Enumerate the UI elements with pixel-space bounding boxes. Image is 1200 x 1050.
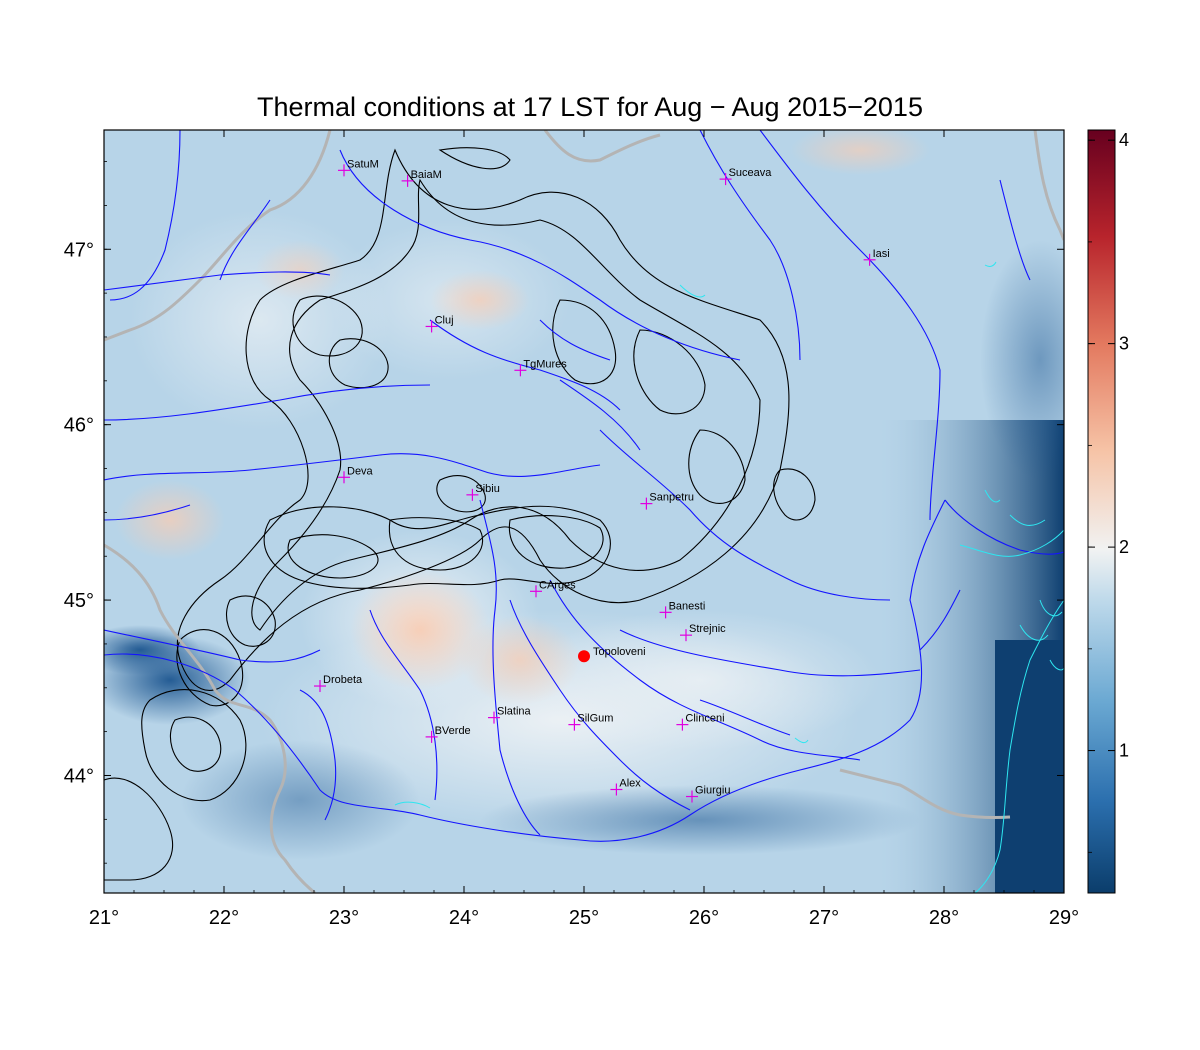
city-label: Suceava [729,167,773,179]
city-marker: Cluj [425,314,454,333]
x-tick-label: 28° [929,907,959,929]
city-marker: Giurgiu [686,785,730,803]
city-marker: CArges [530,579,576,598]
city-marker: BVerde [425,725,471,743]
y-tick-label: 46° [64,415,94,437]
city-label: Clinceni [685,713,724,725]
y-tick-label: 44° [64,765,94,787]
city-label: Alex [619,778,641,790]
highlight-dot [578,650,590,663]
colorbar-label: 2 [1119,537,1129,557]
city-marker: SilGum [568,713,613,731]
city-label: Sanpetru [649,492,694,504]
city-markers: SatuM BaiaM Suceava Iasi Cluj TgMures Deva Sibi… [314,158,890,803]
city-marker: Iasi [863,248,890,266]
city-label: Strejnic [689,623,726,635]
x-tick-label: 21° [89,907,119,929]
rivers [104,130,1064,842]
city-marker: BaiaM [401,169,442,187]
y-tick-label: 45° [64,590,94,612]
colorbar-label: 4 [1119,130,1129,150]
city-marker: Clinceni [676,713,725,731]
country-borders [104,130,1064,893]
city-label: BaiaM [411,169,442,181]
city-label: Banesti [669,600,706,612]
city-label: BVerde [435,725,471,737]
city-label: CArges [539,579,576,591]
x-axis: 21° 22° 23° 24° 25° 26° 27° 28° 29° [89,130,1079,929]
x-tick-label: 26° [689,907,719,929]
city-label: Iasi [873,248,890,260]
colorbar-label: 3 [1119,334,1129,354]
city-label: SilGum [577,713,613,725]
city-label: TgMures [523,358,567,370]
city-marker: SatuM [338,158,379,177]
city-label: Deva [347,465,374,477]
city-label: SatuM [347,158,379,170]
city-label: Cluj [435,314,454,326]
colorbar: 1 2 3 4 [1087,129,1129,894]
city-marker: Drobeta [314,674,363,693]
city-marker: Suceava [719,167,773,186]
chart-title: Thermal conditions at 17 LST for Aug − A… [257,92,923,122]
city-label: Drobeta [323,674,363,686]
city-label: Slatina [497,706,532,718]
coastline [394,261,1064,893]
x-tick-label: 22° [209,907,239,929]
highlight-marker: Topoloveni [578,646,646,663]
x-tick-label: 24° [449,907,479,929]
x-tick-label: 29° [1049,907,1079,929]
x-tick-label: 23° [329,907,359,929]
city-marker: Sibiu [466,483,500,501]
colorbar-label: 1 [1119,741,1129,761]
city-marker: Slatina [488,706,532,724]
city-label: Sibiu [475,483,499,495]
elevation-contours [104,147,816,881]
x-tick-label: 27° [809,907,839,929]
city-marker: Deva [338,465,374,484]
city-marker: Banesti [659,600,706,619]
city-marker: TgMures [514,358,567,377]
city-marker: Strejnic [680,623,726,642]
y-axis: 44° 45° 46° 47° [64,161,1064,864]
city-marker: Alex [610,778,641,796]
city-marker: Sanpetru [640,492,694,510]
city-label: Giurgiu [695,785,730,797]
y-tick-label: 47° [64,239,94,261]
x-tick-label: 25° [569,907,599,929]
highlight-label: Topoloveni [593,646,646,658]
temperature-field [104,130,1064,893]
